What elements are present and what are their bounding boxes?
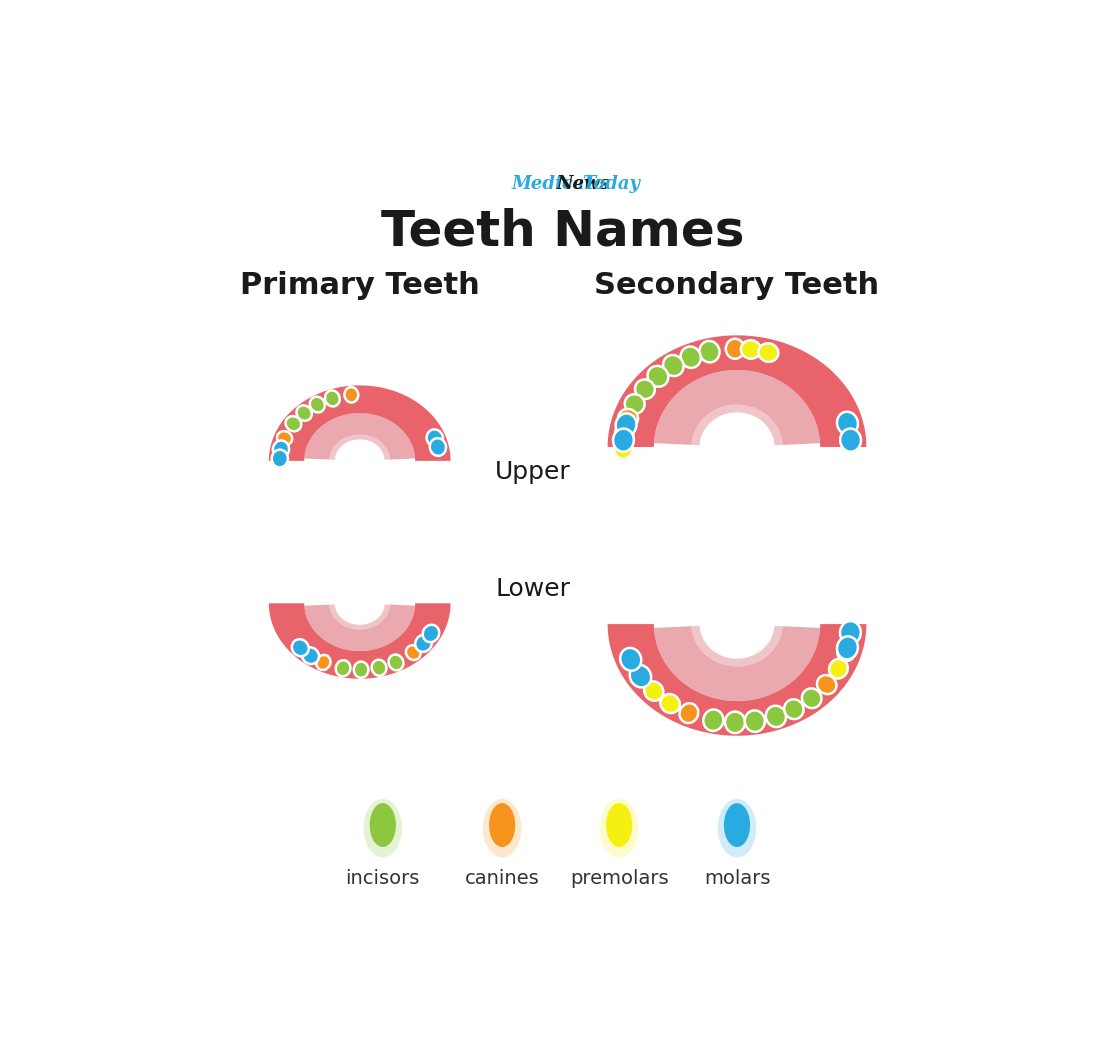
Ellipse shape	[829, 658, 848, 679]
Text: Today: Today	[582, 174, 640, 192]
Polygon shape	[691, 405, 783, 445]
Ellipse shape	[286, 416, 301, 431]
Ellipse shape	[681, 346, 701, 367]
Ellipse shape	[616, 413, 637, 436]
Ellipse shape	[273, 441, 289, 458]
Ellipse shape	[615, 424, 634, 443]
Text: Teeth Names: Teeth Names	[382, 207, 745, 255]
Ellipse shape	[430, 439, 446, 456]
Ellipse shape	[483, 799, 521, 857]
Text: Secondary Teeth: Secondary Teeth	[594, 271, 880, 299]
Ellipse shape	[406, 646, 420, 660]
Ellipse shape	[817, 675, 836, 695]
Ellipse shape	[336, 661, 351, 676]
Ellipse shape	[717, 799, 757, 857]
Text: canines: canines	[465, 869, 539, 888]
Ellipse shape	[625, 394, 645, 413]
Ellipse shape	[372, 660, 386, 675]
Ellipse shape	[317, 655, 330, 670]
Polygon shape	[268, 603, 451, 679]
Ellipse shape	[370, 803, 396, 847]
Polygon shape	[653, 370, 821, 445]
Ellipse shape	[703, 709, 724, 731]
Ellipse shape	[680, 703, 698, 723]
Ellipse shape	[758, 343, 779, 362]
Ellipse shape	[724, 803, 750, 847]
Text: Lower: Lower	[495, 578, 571, 601]
Ellipse shape	[840, 429, 861, 451]
Ellipse shape	[415, 635, 432, 652]
Ellipse shape	[660, 695, 680, 713]
Ellipse shape	[600, 799, 638, 857]
Ellipse shape	[837, 636, 858, 660]
Ellipse shape	[837, 412, 858, 434]
Ellipse shape	[700, 341, 719, 362]
Ellipse shape	[277, 431, 293, 445]
Ellipse shape	[745, 710, 764, 732]
Ellipse shape	[784, 699, 804, 719]
Ellipse shape	[427, 429, 443, 447]
Text: News: News	[557, 174, 611, 192]
Text: Upper: Upper	[495, 461, 571, 484]
Ellipse shape	[618, 409, 638, 428]
Ellipse shape	[614, 439, 632, 459]
Polygon shape	[653, 627, 821, 701]
Ellipse shape	[272, 449, 288, 467]
Ellipse shape	[726, 339, 745, 359]
Ellipse shape	[324, 391, 340, 407]
Ellipse shape	[388, 654, 404, 670]
Ellipse shape	[297, 406, 312, 421]
Ellipse shape	[606, 803, 632, 847]
Ellipse shape	[741, 340, 761, 359]
Text: molars: molars	[704, 869, 770, 888]
Polygon shape	[305, 413, 415, 460]
Text: Medical: Medical	[512, 174, 592, 192]
Ellipse shape	[363, 799, 403, 857]
Ellipse shape	[344, 388, 359, 402]
Polygon shape	[305, 604, 415, 651]
Polygon shape	[329, 604, 390, 630]
Ellipse shape	[837, 641, 856, 662]
Ellipse shape	[629, 665, 651, 687]
Ellipse shape	[648, 366, 669, 387]
Ellipse shape	[301, 647, 319, 664]
Text: premolars: premolars	[570, 869, 669, 888]
Ellipse shape	[292, 639, 309, 656]
Ellipse shape	[840, 621, 861, 645]
Text: Primary Teeth: Primary Teeth	[240, 271, 480, 299]
Polygon shape	[329, 434, 390, 460]
Text: incisors: incisors	[345, 869, 420, 888]
Ellipse shape	[725, 712, 745, 733]
Ellipse shape	[766, 706, 786, 727]
Ellipse shape	[645, 682, 663, 701]
Polygon shape	[607, 624, 867, 736]
Ellipse shape	[620, 648, 641, 671]
Ellipse shape	[802, 688, 822, 708]
Polygon shape	[607, 336, 867, 447]
Ellipse shape	[613, 429, 634, 451]
Ellipse shape	[422, 624, 439, 643]
Polygon shape	[691, 626, 783, 667]
Ellipse shape	[354, 662, 368, 678]
Ellipse shape	[663, 355, 683, 376]
Polygon shape	[268, 386, 451, 461]
Ellipse shape	[490, 803, 515, 847]
Ellipse shape	[310, 397, 324, 412]
Ellipse shape	[635, 379, 654, 399]
